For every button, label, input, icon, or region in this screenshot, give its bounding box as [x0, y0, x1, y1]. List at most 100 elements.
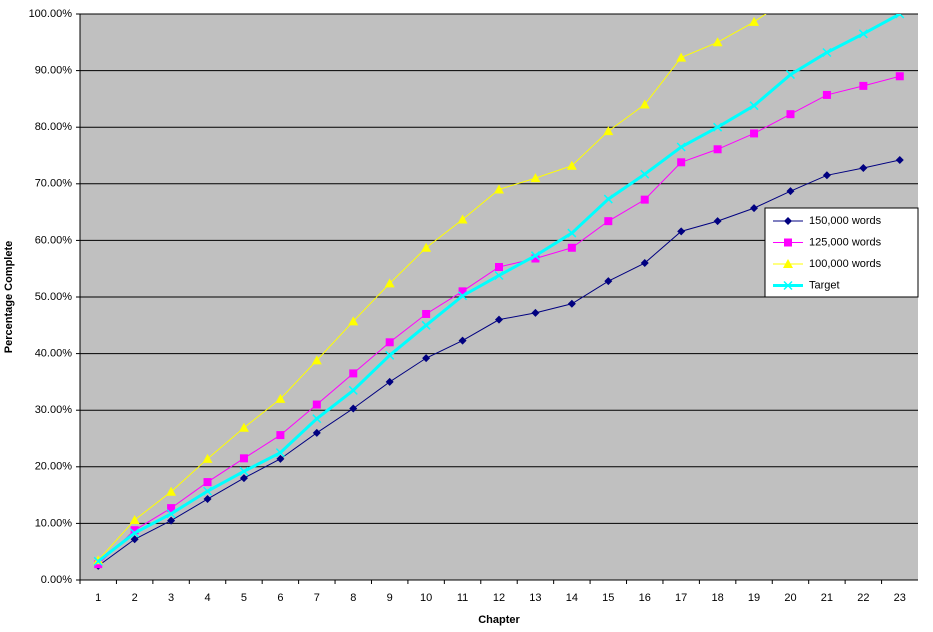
- y-tick-label: 50.00%: [35, 291, 73, 303]
- x-tick-label: 17: [675, 592, 687, 604]
- marker: [530, 251, 540, 261]
- y-tick-label: 20.00%: [35, 461, 73, 473]
- marker: [750, 129, 759, 138]
- marker: [785, 0, 795, 1]
- marker: [203, 478, 212, 487]
- x-tick-label: 19: [748, 592, 760, 604]
- marker: [239, 474, 248, 483]
- x-tick-label: 13: [529, 592, 541, 604]
- x-tick-label: 3: [168, 592, 174, 604]
- marker: [822, 47, 832, 58]
- marker: [895, 72, 904, 81]
- marker: [276, 431, 285, 440]
- marker: [494, 270, 504, 281]
- marker: [859, 81, 868, 90]
- legend-label: 100,000 words: [809, 258, 882, 270]
- legend-label: 125,000 words: [809, 236, 882, 248]
- marker: [385, 350, 395, 360]
- marker: [495, 315, 503, 324]
- marker: [640, 195, 649, 204]
- marker: [312, 400, 321, 409]
- marker: [167, 504, 176, 513]
- y-tick-label: 30.00%: [35, 404, 73, 416]
- marker: [785, 70, 796, 80]
- y-tick-label: 80.00%: [35, 121, 73, 133]
- marker: [531, 308, 540, 317]
- marker: [859, 163, 868, 172]
- marker: [786, 110, 795, 119]
- x-tick-label: 2: [132, 592, 138, 604]
- marker: [238, 422, 249, 432]
- x-tick-label: 4: [204, 592, 210, 604]
- x-tick-label: 8: [350, 592, 356, 604]
- y-tick-label: 100.00%: [29, 8, 73, 20]
- marker: [458, 336, 467, 345]
- x-tick-label: 9: [387, 592, 393, 604]
- marker: [858, 29, 868, 39]
- marker: [713, 217, 722, 226]
- marker: [530, 173, 541, 183]
- marker: [422, 309, 431, 318]
- marker: [567, 228, 577, 238]
- marker: [349, 369, 358, 378]
- marker: [640, 169, 650, 179]
- marker: [275, 448, 285, 458]
- marker: [312, 428, 321, 437]
- x-tick-label: 7: [314, 592, 320, 604]
- marker: [784, 238, 792, 247]
- marker: [676, 52, 687, 62]
- marker: [422, 354, 431, 363]
- marker: [822, 171, 831, 180]
- marker: [895, 14, 905, 19]
- x-tick-label: 23: [894, 592, 906, 604]
- x-tick-label: 10: [420, 592, 432, 604]
- marker: [676, 142, 686, 152]
- marker: [895, 156, 904, 165]
- marker: [311, 355, 322, 365]
- marker: [130, 526, 139, 535]
- x-tick-label: 1: [95, 592, 101, 604]
- y-tick-label: 90.00%: [35, 65, 73, 77]
- marker: [349, 404, 358, 413]
- marker: [202, 486, 213, 496]
- marker: [639, 99, 650, 109]
- marker: [275, 393, 286, 403]
- marker: [783, 259, 793, 268]
- marker: [202, 453, 213, 463]
- marker: [385, 338, 394, 347]
- y-tick-label: 70.00%: [35, 178, 73, 190]
- marker: [603, 126, 614, 136]
- marker: [203, 495, 212, 504]
- y-axis-label: Percentage Complete: [3, 241, 15, 353]
- x-tick-label: 21: [821, 592, 833, 604]
- x-tick-label: 15: [602, 592, 614, 604]
- x-tick-label: 16: [639, 592, 651, 604]
- marker: [786, 187, 795, 196]
- marker: [677, 227, 686, 236]
- marker: [713, 122, 723, 132]
- marker: [603, 194, 613, 204]
- marker: [239, 466, 249, 476]
- marker: [604, 217, 613, 226]
- x-tick-label: 18: [711, 592, 723, 604]
- marker: [713, 145, 722, 154]
- marker: [495, 263, 503, 272]
- marker: [712, 37, 723, 47]
- marker: [566, 160, 577, 170]
- marker: [567, 299, 576, 308]
- marker: [348, 385, 358, 395]
- marker: [822, 90, 831, 99]
- marker: [166, 509, 176, 519]
- marker: [276, 454, 285, 463]
- marker: [749, 101, 759, 111]
- marker: [130, 528, 140, 538]
- x-tick-label: 12: [493, 592, 505, 604]
- marker: [239, 454, 248, 463]
- marker: [93, 556, 103, 566]
- marker: [750, 204, 759, 213]
- marker: [494, 184, 504, 194]
- x-tick-label: 22: [857, 592, 869, 604]
- x-tick-label: 11: [457, 592, 468, 604]
- marker: [749, 16, 760, 26]
